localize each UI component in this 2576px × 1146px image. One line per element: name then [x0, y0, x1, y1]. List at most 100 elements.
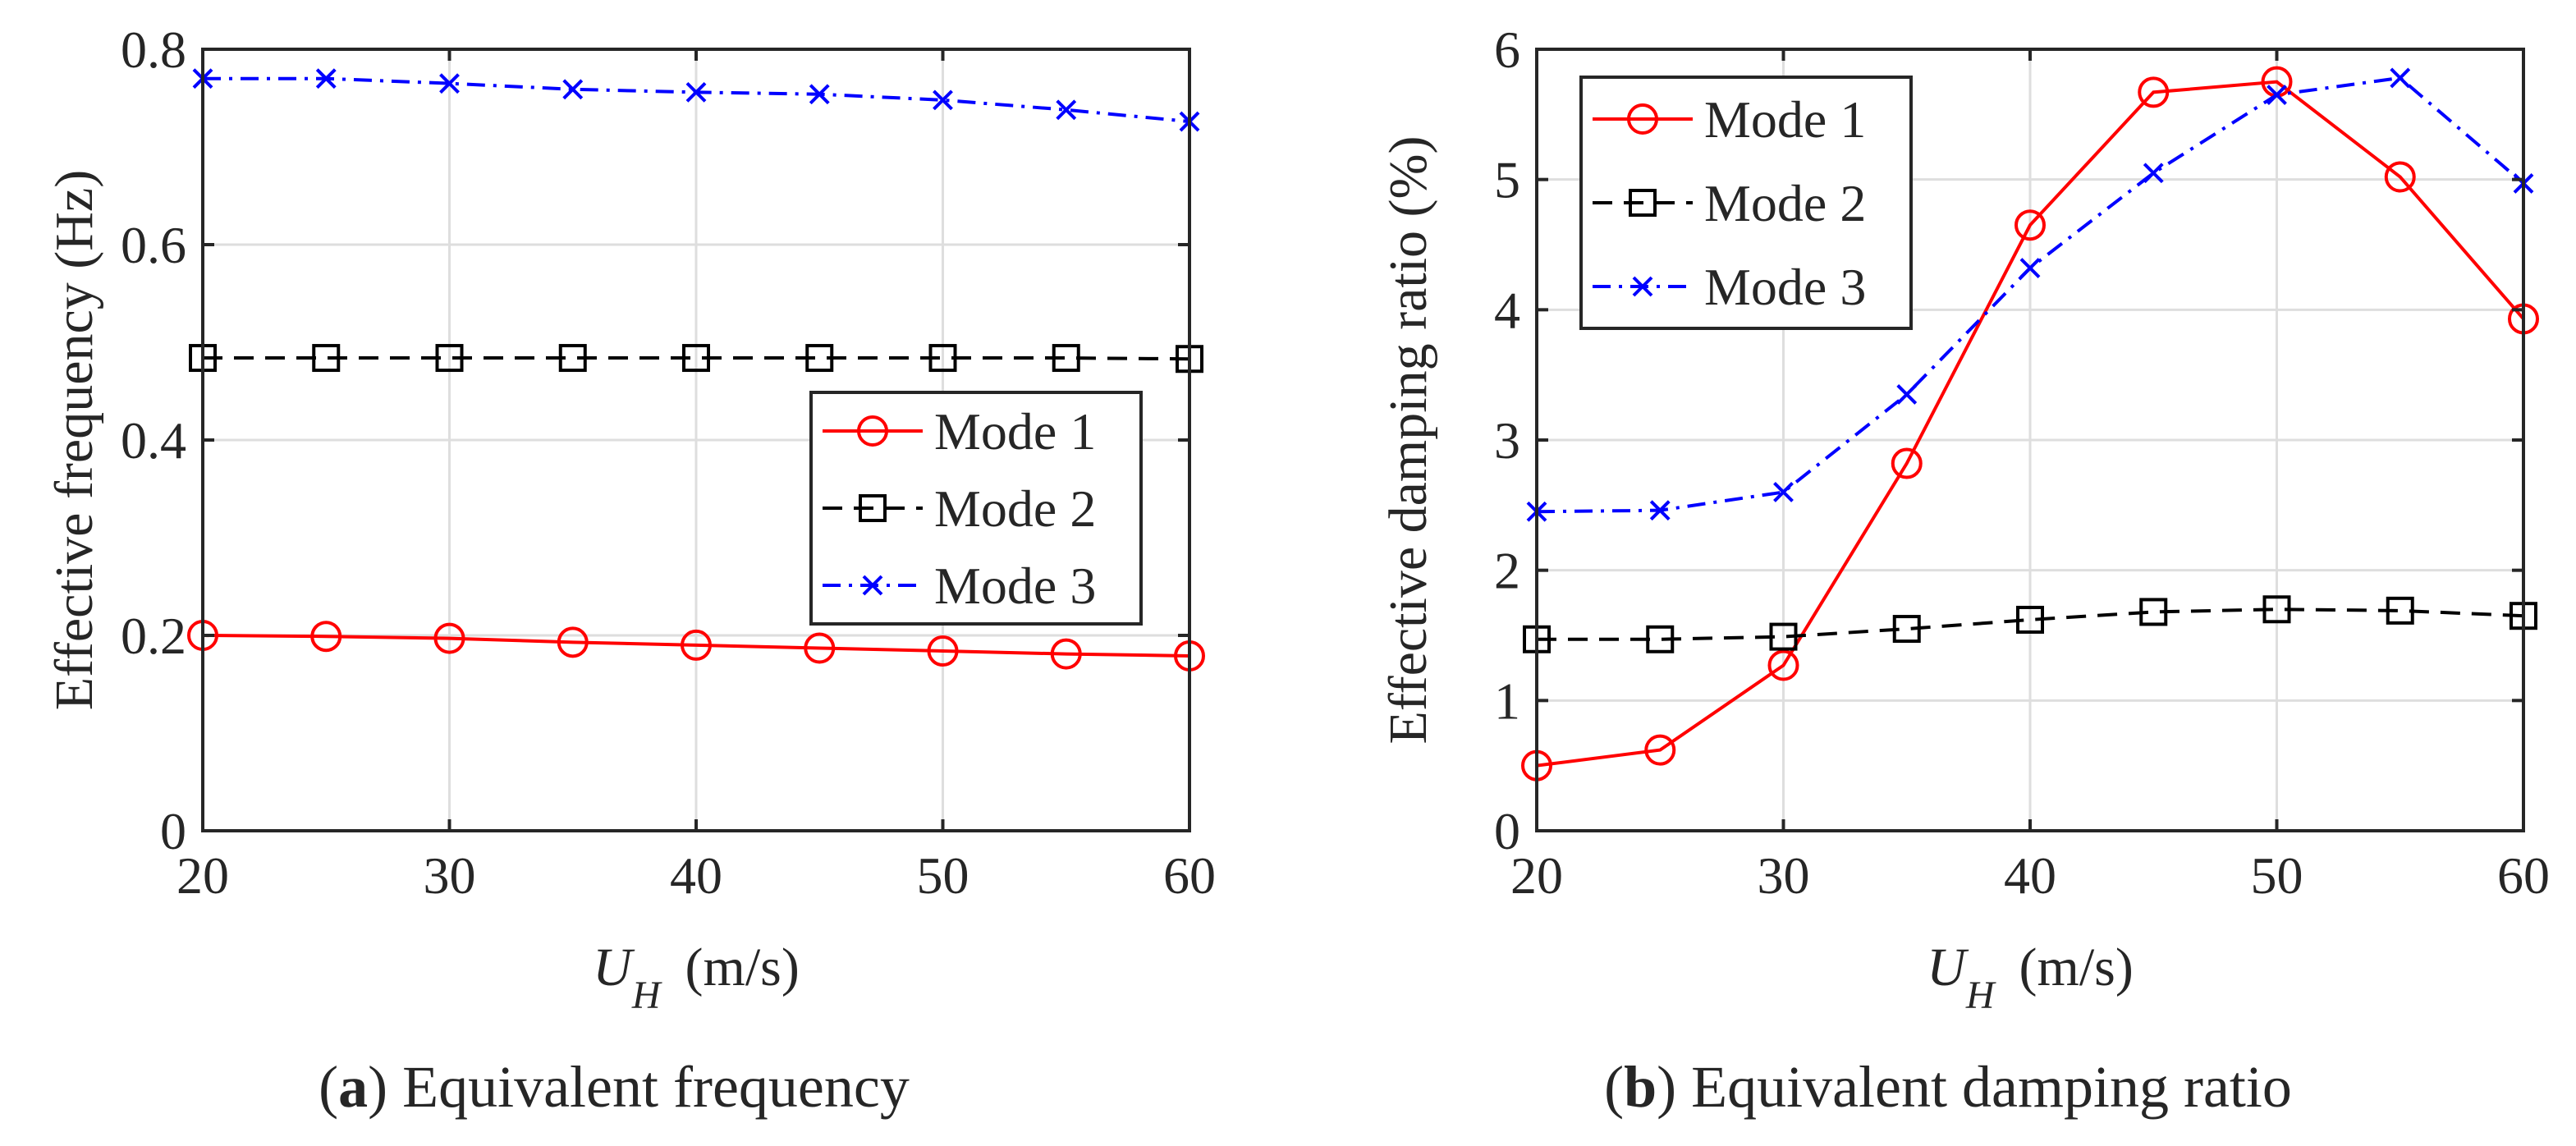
legend-marker [857, 415, 888, 447]
series-3 [1526, 67, 2534, 522]
x-label-subscript: H [1965, 974, 1996, 1017]
data-point [2267, 85, 2287, 105]
y-tick-label: 2 [1494, 542, 1520, 600]
data-point [2016, 605, 2044, 634]
y-tick-label: 0.4 [121, 411, 186, 470]
caption-text: Equivalent frequency [402, 1054, 910, 1120]
y-tick-label: 0.6 [121, 216, 186, 274]
series-line-1 [202, 634, 1190, 658]
data-point [2390, 67, 2411, 89]
series-line-2 [1537, 607, 2524, 641]
x-tick-label: 50 [2251, 846, 2303, 905]
y-tick-label: 4 [1494, 281, 1520, 339]
data-point [562, 79, 584, 100]
data-point [927, 635, 959, 667]
y-tick-label: 1 [1494, 672, 1520, 730]
y-tick-label: 0 [160, 802, 186, 860]
chart-panel-a: 20 30 40 50 60 0 0.2 0.4 0.6 0.8 Effective frequen… [44, 21, 1216, 1120]
x-tick-label: 40 [670, 846, 722, 905]
data-point [2015, 209, 2046, 241]
data-point [809, 84, 830, 105]
data-point [1896, 384, 1918, 405]
data-point [435, 344, 464, 373]
legend-entry-2: Mode 2 [1593, 174, 1866, 232]
data-point [1649, 500, 1671, 521]
legend-label: Mode 2 [934, 479, 1096, 538]
caption-letter: b [1624, 1054, 1657, 1120]
data-point [928, 344, 957, 373]
data-point [557, 626, 589, 658]
legend-entry-2: Mode 2 [823, 479, 1096, 538]
data-point [433, 622, 465, 654]
subfigure-caption: (a) Equivalent frequency [319, 1054, 910, 1120]
caption-open-paren: ( [319, 1054, 338, 1120]
caption-open-paren: ( [1604, 1054, 1624, 1120]
data-point [1050, 638, 1082, 670]
y-axis-label: Effective damping ratio (%) [1378, 136, 1438, 745]
data-point [2143, 163, 2164, 184]
y-tick-label: 0.2 [121, 607, 186, 665]
x-tick-label: 40 [2004, 846, 2056, 905]
x-tick-label: 20 [176, 846, 229, 905]
data-point [1646, 625, 1675, 653]
x-label-subscript: H [631, 974, 662, 1017]
series-1 [187, 620, 1205, 672]
x-label-unit: (m/s) [685, 937, 800, 997]
x-tick-label: 60 [1163, 846, 1216, 905]
series-2 [1523, 595, 2537, 653]
legend-label: Mode 1 [934, 402, 1096, 461]
legend-entry-1: Mode 1 [1593, 90, 1866, 149]
y-tick-label: 6 [1494, 21, 1520, 79]
legend: Mode 1 Mode 2 Mode 3 [809, 391, 1143, 626]
data-point [312, 344, 341, 373]
data-point [682, 344, 710, 373]
data-point [2138, 76, 2170, 108]
data-point [685, 81, 707, 103]
x-label-symbol: U [593, 937, 635, 997]
x-axis-label: UH (m/s) [1927, 937, 2134, 1017]
data-point [2384, 161, 2416, 193]
y-tick-label: 0 [1494, 802, 1520, 860]
data-point [1052, 344, 1080, 373]
x-tick-label: 30 [424, 846, 476, 905]
caption-letter: a [338, 1054, 368, 1120]
data-point [2139, 598, 2168, 626]
subfigure-caption: (b) Equivalent damping ratio [1604, 1054, 2292, 1120]
data-point [2262, 595, 2291, 624]
y-tick-label: 5 [1494, 151, 1520, 209]
legend-entry-3: Mode 3 [823, 557, 1096, 615]
x-axis-label: UH (m/s) [593, 937, 800, 1017]
data-point [1892, 615, 1921, 644]
series-line-1 [1536, 80, 2525, 768]
data-point [1644, 734, 1676, 766]
x-label-unit: (m/s) [2019, 937, 2134, 997]
data-point [439, 73, 460, 94]
x-tick-label: 50 [917, 846, 969, 905]
data-point [558, 344, 587, 373]
caption-text: Equivalent damping ratio [1691, 1054, 2292, 1120]
data-point [804, 632, 836, 664]
legend-label: Mode 2 [1704, 174, 1866, 232]
x-label-symbol: U [1927, 937, 1969, 997]
data-point [681, 629, 712, 661]
data-point [805, 344, 834, 373]
caption-close-paren: ) [1657, 1054, 1691, 1120]
y-tick-label: 0.8 [121, 21, 186, 79]
data-point [1056, 99, 1077, 121]
x-tick-label: 30 [1758, 846, 1810, 905]
legend-marker [1627, 103, 1658, 135]
legend-entry-1: Mode 1 [823, 402, 1096, 461]
chart-panel-b: 20 30 40 50 60 0 1 2 3 4 5 6 Effective damping ratio… [1378, 21, 2550, 1120]
data-point [315, 68, 337, 89]
legend-label: Mode 1 [1704, 90, 1866, 149]
data-point [1769, 622, 1798, 651]
data-point [310, 621, 342, 653]
legend-marker [1629, 189, 1657, 217]
data-point [1767, 649, 1799, 681]
data-point [1891, 447, 1923, 479]
legend-marker [1632, 276, 1653, 297]
data-point [2386, 596, 2414, 625]
data-point [2019, 258, 2041, 278]
legend-marker [862, 575, 883, 596]
